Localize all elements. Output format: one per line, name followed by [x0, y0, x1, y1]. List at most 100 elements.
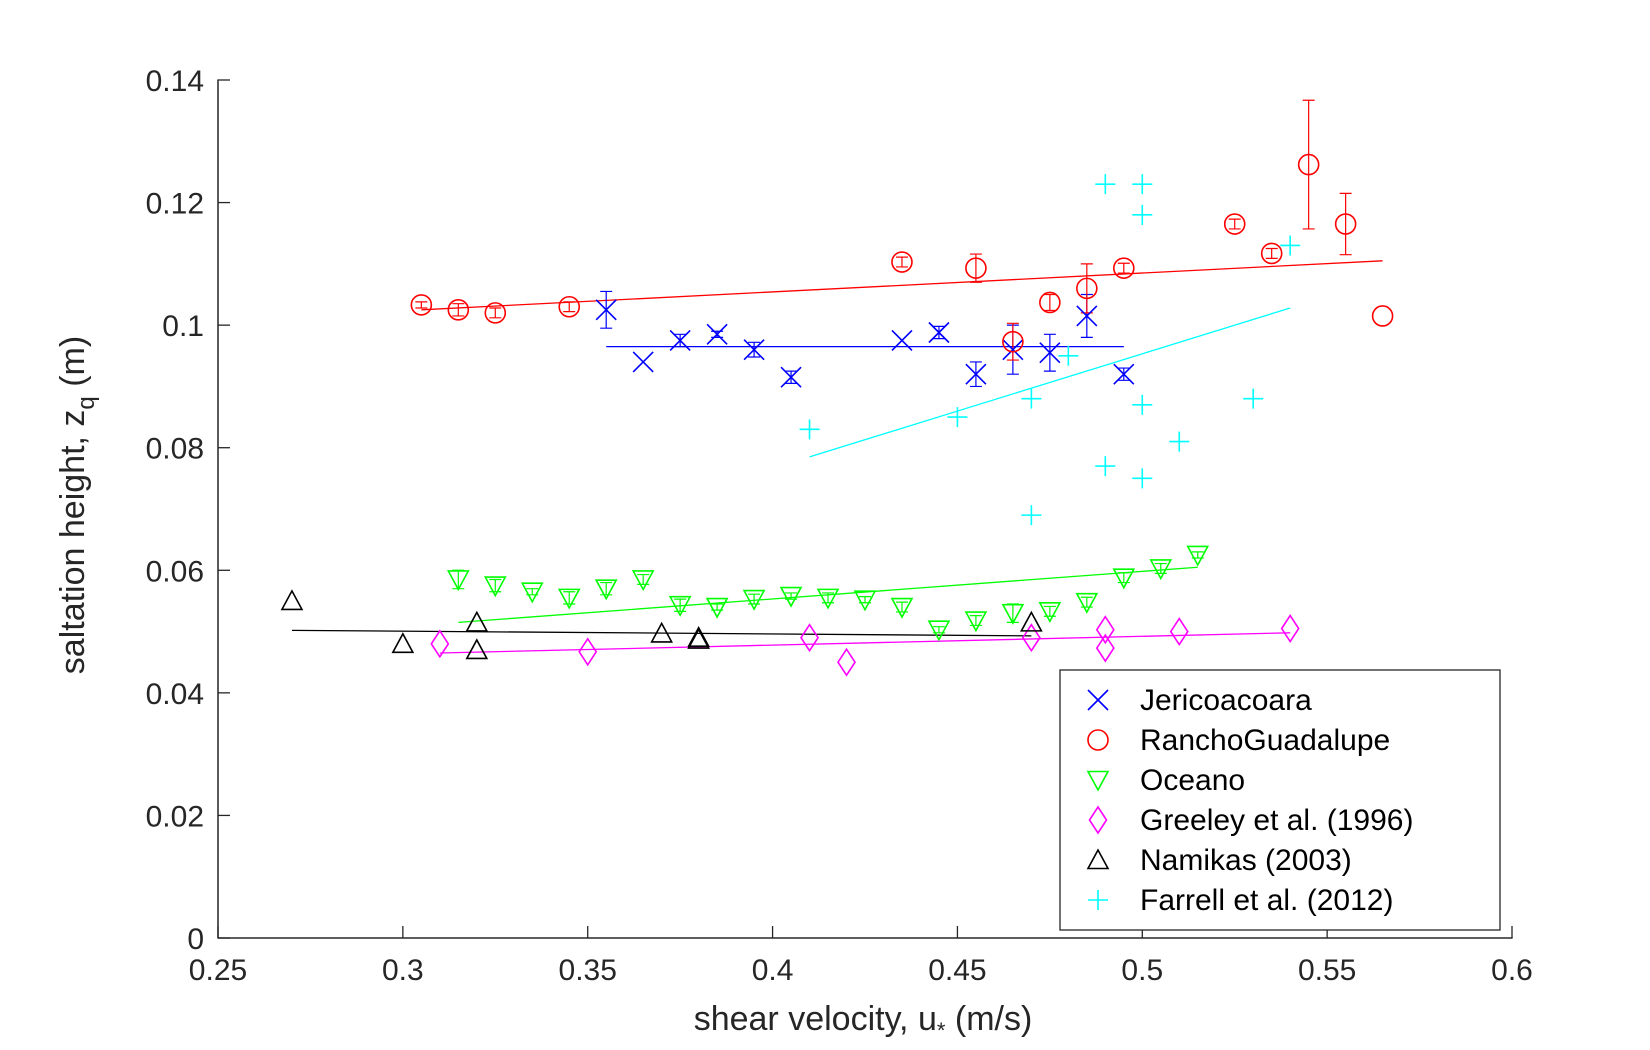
legend-label: Namikas (2003) — [1140, 844, 1352, 877]
error-bar — [1006, 603, 1019, 623]
data-point — [927, 620, 951, 642]
data-point — [1260, 242, 1283, 265]
error-bar — [1080, 596, 1093, 608]
error-bar — [1228, 218, 1241, 230]
data-point — [650, 621, 673, 643]
legend-label: Oceano — [1140, 764, 1245, 797]
error-bar — [489, 307, 502, 319]
data-point — [837, 647, 856, 677]
data-point — [669, 329, 691, 352]
data-point — [779, 586, 803, 608]
legend-marker — [1087, 689, 1109, 711]
data-point — [1112, 568, 1136, 590]
data-point — [578, 637, 598, 667]
data-point — [1243, 388, 1264, 409]
x-tick-label: 0.45 — [928, 954, 986, 987]
x-tick-label: 0.35 — [559, 954, 617, 987]
data-point — [446, 570, 470, 592]
tick-labels: 0.25 0.3 0.35 0.4 0.45 0.5 0.55 0.6 0 0.02 0.04 0.0… — [146, 65, 1533, 987]
data-point — [1039, 291, 1061, 314]
y-tick-label: 0 — [187, 923, 204, 956]
data-point — [1132, 468, 1153, 489]
x-tick-label: 0.5 — [1121, 954, 1163, 987]
data-point — [964, 611, 988, 633]
error-bar — [563, 301, 576, 313]
error-bar — [1043, 605, 1056, 617]
data-point — [965, 363, 987, 385]
legend-marker — [1088, 890, 1108, 910]
data-point — [447, 299, 470, 321]
data-point — [1169, 617, 1189, 647]
error-bar — [895, 601, 908, 613]
data-point — [1002, 330, 1024, 353]
legend-label: RanchoGuadalupe — [1140, 724, 1390, 757]
data-point — [1113, 257, 1135, 279]
error-bar — [637, 573, 650, 585]
data-point — [483, 576, 507, 598]
fit-line — [439, 632, 1291, 654]
data-point — [705, 597, 729, 619]
data-point — [1169, 431, 1190, 452]
data-point — [465, 638, 489, 660]
x-axis-title: shear velocity, u* (m/s) — [694, 1000, 1033, 1043]
data-point — [1223, 213, 1246, 235]
x-tick-label: 0.3 — [382, 954, 424, 987]
error-bar — [1117, 572, 1130, 584]
data-point — [891, 251, 913, 273]
error-bar — [452, 569, 465, 590]
legend: Jericoacoara RanchoGuadalupe Oceano Greeley… — [1059, 669, 1501, 931]
data-point — [1095, 174, 1116, 195]
y-tick-label: 0.06 — [146, 555, 204, 588]
legend-label: Farrell et al. (2012) — [1140, 884, 1393, 917]
data-point — [668, 595, 692, 617]
data-point — [632, 351, 654, 373]
error-bar — [563, 591, 576, 605]
data-point — [1132, 174, 1153, 195]
data-point — [1076, 277, 1098, 300]
y-tick-label: 0.04 — [146, 678, 204, 711]
error-bar — [969, 615, 982, 627]
error-bar — [1117, 262, 1130, 274]
data-point — [1038, 602, 1062, 624]
data-point — [799, 419, 820, 440]
error-bar — [1265, 247, 1278, 259]
data-point — [891, 329, 913, 352]
data-point — [1095, 615, 1115, 645]
data-point — [1020, 610, 1043, 632]
data-point — [965, 257, 987, 279]
data-point — [800, 623, 819, 653]
y-tick-label: 0.12 — [146, 188, 204, 221]
x-tick-label: 0.55 — [1298, 954, 1356, 987]
data-point — [1280, 235, 1301, 256]
data-point — [743, 339, 765, 361]
data-point — [410, 294, 433, 316]
y-tick-label: 0.02 — [146, 800, 204, 833]
data-point — [1076, 305, 1098, 327]
data-point — [1334, 213, 1357, 235]
data-point — [280, 589, 304, 611]
error-bar — [415, 301, 428, 309]
legend-label: Jericoacoara — [1140, 684, 1312, 717]
data-point — [1058, 345, 1079, 366]
axes — [217, 78, 1514, 939]
x-tick-label: 0.4 — [752, 954, 794, 987]
data-point — [816, 588, 840, 610]
data-point — [1113, 363, 1135, 385]
data-point — [1002, 339, 1024, 361]
error-bars — [415, 99, 1352, 634]
legend-marker — [1086, 770, 1110, 792]
data-point — [947, 407, 968, 428]
fit-line — [291, 629, 1032, 637]
x-tick-label: 0.25 — [189, 954, 247, 987]
error-bar — [1154, 562, 1167, 574]
fit-line — [809, 307, 1291, 458]
error-bar — [1302, 99, 1315, 230]
data-point — [1021, 388, 1042, 409]
y-axis-title: saltation height, zq (m) — [54, 336, 100, 674]
error-bar — [1006, 322, 1019, 361]
data-point — [1095, 456, 1116, 477]
data-point — [430, 629, 450, 659]
y-tick-label: 0.08 — [146, 433, 204, 466]
y-tick-label: 0.1 — [162, 310, 204, 343]
data-point — [1297, 153, 1320, 176]
